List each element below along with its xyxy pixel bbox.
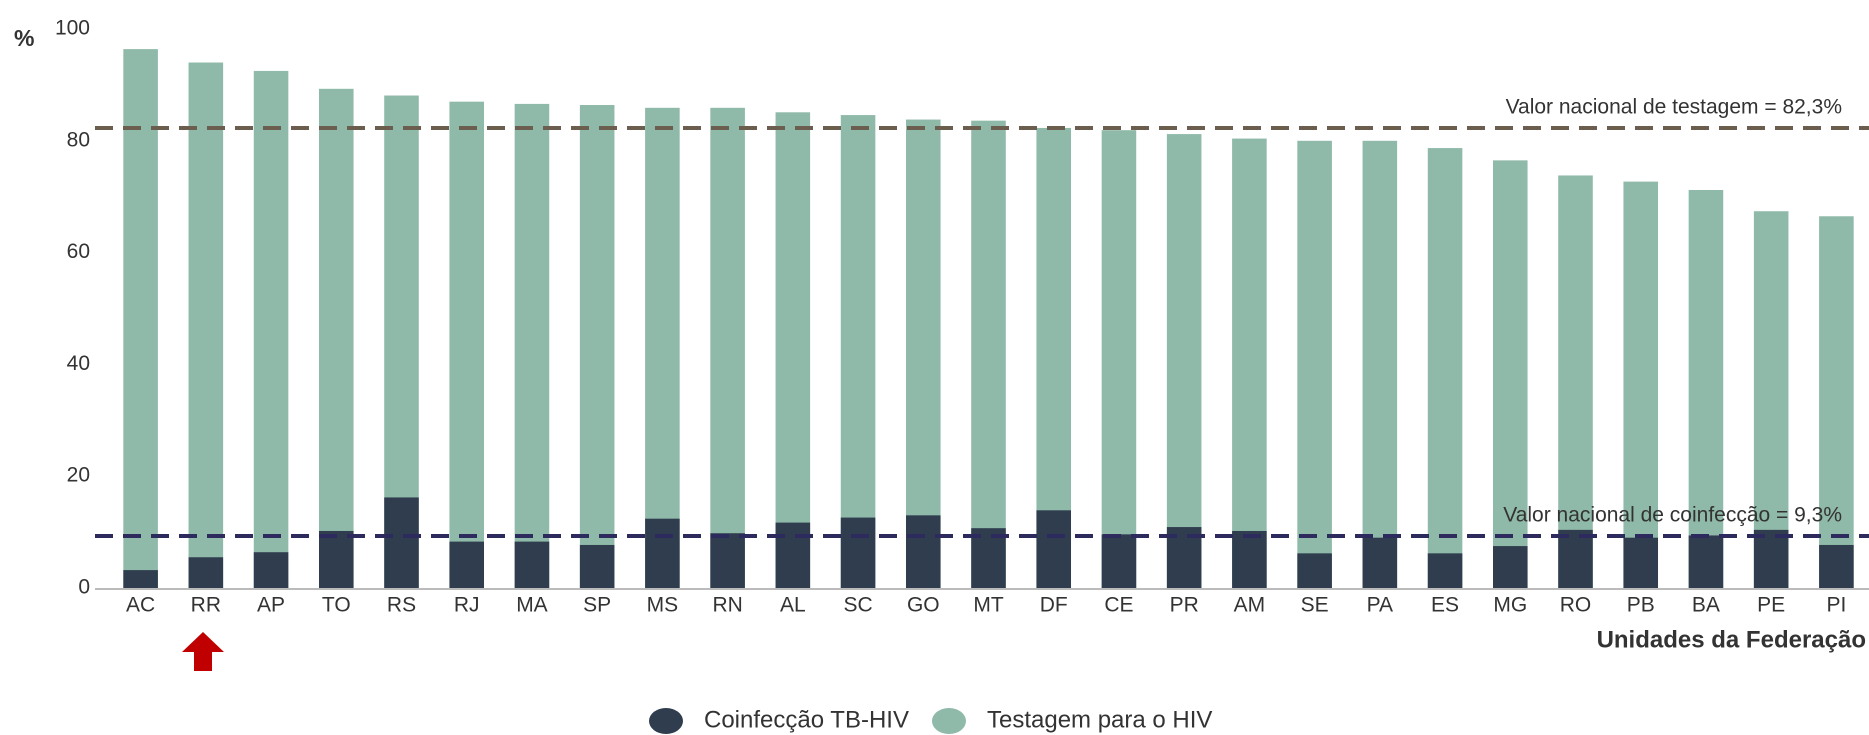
x-tick-label: CE (1104, 594, 1133, 617)
bar (123, 49, 158, 588)
bar (1819, 544, 1854, 588)
x-tick-label: RR (191, 594, 221, 617)
bar (123, 570, 158, 588)
x-tick-label: RN (712, 594, 742, 617)
x-tick-label: AP (257, 594, 285, 617)
bar (318, 88, 354, 589)
x-tick-label: DF (1040, 594, 1068, 617)
bar (384, 497, 419, 588)
bar (1297, 553, 1332, 588)
y-tick-label: 40 (67, 352, 90, 375)
bar (645, 107, 680, 588)
legend-label: Coinfecção TB-HIV (704, 706, 909, 733)
bar (318, 530, 354, 588)
x-tick-label: AL (780, 594, 806, 617)
bar (1492, 546, 1528, 588)
bar (775, 522, 811, 588)
bar (514, 541, 550, 588)
x-tick-label: MT (973, 594, 1003, 617)
x-tick-label: SE (1301, 594, 1329, 617)
x-tick-label: BA (1692, 594, 1720, 617)
bar (449, 101, 485, 589)
x-tick-label: MS (647, 594, 679, 617)
bar (775, 112, 811, 588)
bar (1688, 189, 1724, 588)
x-tick-label: PR (1170, 594, 1199, 617)
bar (1688, 535, 1724, 588)
bar (1101, 130, 1137, 588)
y-tick-label: 20 (67, 464, 90, 487)
bar (710, 533, 745, 588)
bar (1232, 530, 1267, 588)
bar (1623, 537, 1659, 588)
x-tick-label: RO (1560, 594, 1592, 617)
bar (579, 544, 615, 588)
bar (710, 107, 745, 588)
bar (645, 518, 680, 588)
bar (1623, 181, 1659, 588)
bar (971, 120, 1006, 589)
y-tick-label: 80 (67, 128, 90, 151)
bar (971, 528, 1006, 588)
bar (1362, 537, 1398, 588)
bar (514, 103, 550, 588)
bar (1362, 140, 1398, 589)
bar (1753, 211, 1789, 588)
x-tick-label: PI (1826, 594, 1846, 617)
bar (449, 541, 485, 588)
x-tick-label: RJ (454, 594, 480, 617)
bar (1427, 148, 1463, 588)
bar (840, 115, 876, 588)
bar (1297, 140, 1332, 589)
bar (1558, 175, 1593, 588)
bar (1427, 553, 1463, 588)
x-tick-label: AC (126, 594, 155, 617)
reference-label: Valor nacional de coinfecção = 9,3% (1503, 504, 1842, 527)
bar (1492, 160, 1528, 589)
bar (1166, 134, 1202, 589)
x-tick-label: MG (1493, 594, 1527, 617)
x-tick-label: RS (387, 594, 416, 617)
x-tick-label: MA (516, 594, 548, 617)
legend-swatch (649, 708, 683, 734)
y-tick-label: 60 (67, 240, 90, 263)
x-tick-label: GO (907, 594, 940, 617)
bar (840, 517, 876, 588)
bar (253, 552, 289, 588)
y-axis-label: % (14, 25, 34, 51)
x-tick-label: PB (1627, 594, 1655, 617)
x-tick-label: SP (583, 594, 611, 617)
x-tick-label: ES (1431, 594, 1459, 617)
bar (1101, 534, 1137, 588)
bar (188, 62, 224, 589)
x-tick-label: PE (1757, 594, 1785, 617)
bar (579, 105, 615, 589)
bar (188, 557, 224, 588)
x-axis-label: Unidades da Federação (1597, 626, 1866, 653)
x-tick-label: SC (843, 594, 872, 617)
legend-swatch (931, 708, 966, 734)
bar (1819, 216, 1854, 588)
x-tick-label: AM (1234, 594, 1266, 617)
bar (1036, 510, 1072, 588)
bar (1753, 529, 1789, 588)
bar (905, 119, 941, 589)
y-tick-label: 100 (55, 17, 90, 40)
highlight-arrow (182, 632, 224, 671)
reference-label: Valor nacional de testagem = 82,3% (1506, 95, 1842, 118)
x-tick-label: TO (322, 594, 351, 617)
legend-label: Testagem para o HIV (987, 706, 1212, 733)
bar (253, 70, 289, 589)
bar (1232, 138, 1267, 588)
y-tick-label: 0 (78, 576, 90, 599)
x-tick-label: PA (1367, 594, 1393, 617)
bar (905, 515, 941, 588)
bar (1558, 529, 1593, 588)
